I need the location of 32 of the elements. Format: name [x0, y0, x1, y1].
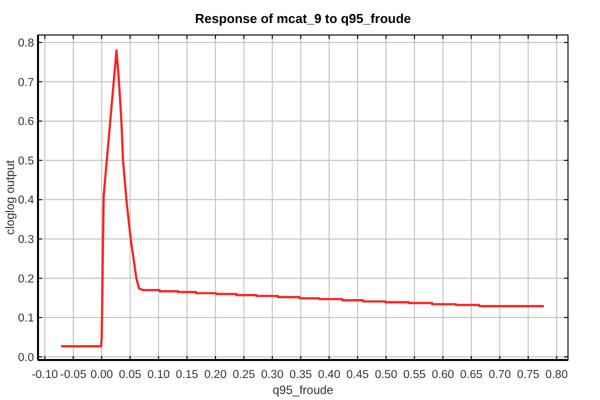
x-tick-label: 0.35 [290, 369, 312, 381]
x-tick-label: 0.25 [232, 369, 256, 381]
x-tick-label: 0.40 [318, 369, 340, 381]
y-tick-label: 0.7 [18, 76, 34, 89]
y-tick-label: 0.8 [18, 37, 34, 50]
line-series [60, 49, 544, 348]
x-tick-label: 0.80 [545, 369, 568, 381]
x-tick-label: 0.50 [374, 369, 398, 381]
y-tick-label: 0.1 [18, 312, 34, 325]
x-tick-label: -0.05 [60, 369, 86, 381]
x-tick-label: 0.75 [517, 369, 540, 381]
x-tick-label: 0.70 [488, 369, 511, 381]
x-tick-label: 0.55 [403, 369, 426, 381]
x-tick-label: 0.60 [432, 369, 454, 381]
y-tick-label: 0.6 [18, 116, 34, 128]
x-tick-label: 0.10 [147, 369, 170, 381]
x-tick-label: 0.20 [204, 369, 227, 381]
chart-title: Response of mcat_9 to q95_froude [195, 11, 411, 26]
x-tick-label: 0.05 [118, 369, 142, 381]
x-tick-label: 0.45 [346, 369, 369, 381]
x-tick-label: 0.00 [90, 369, 113, 381]
y-axis-title: cloglog output [3, 159, 17, 235]
x-tick-label: 0.15 [176, 369, 198, 381]
y-tick-label: 0.3 [18, 234, 34, 246]
y-tick-label: 0.2 [18, 273, 34, 286]
x-axis-title: q95_froude [272, 383, 334, 397]
y-tick-label: 0.0 [18, 352, 34, 364]
x-tick-label: -0.10 [32, 369, 58, 381]
x-tick-label: 0.30 [261, 369, 284, 381]
x-tick-label: 0.65 [460, 369, 483, 381]
y-tick-label: 0.5 [18, 155, 34, 168]
y-tick-label: 0.4 [18, 194, 35, 207]
